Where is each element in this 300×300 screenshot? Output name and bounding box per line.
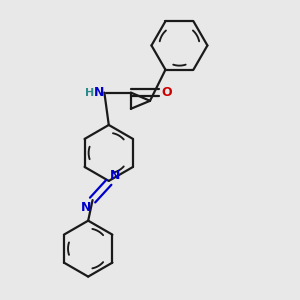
- Text: N: N: [81, 201, 91, 214]
- Text: N: N: [94, 86, 104, 99]
- Text: O: O: [161, 86, 172, 99]
- Text: H: H: [85, 88, 94, 98]
- Text: N: N: [110, 169, 121, 182]
